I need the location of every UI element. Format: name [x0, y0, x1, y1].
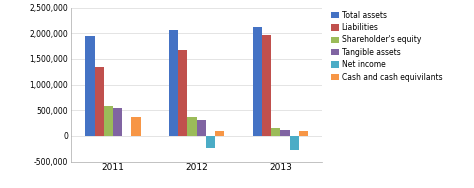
Bar: [178, 50, 188, 136]
Bar: [131, 117, 141, 136]
Bar: [85, 36, 94, 136]
Bar: [215, 131, 224, 136]
Legend: Total assets, Liabilities, Shareholder's equity, Tangible assets, Net income, Ca: Total assets, Liabilities, Shareholder's…: [328, 8, 445, 84]
Bar: [290, 136, 299, 150]
Bar: [104, 106, 113, 136]
Bar: [281, 130, 290, 136]
Bar: [188, 118, 197, 136]
Bar: [197, 120, 206, 136]
Bar: [169, 30, 178, 136]
Bar: [271, 128, 281, 136]
Bar: [94, 67, 104, 136]
Bar: [253, 27, 262, 136]
Bar: [206, 136, 215, 148]
Bar: [262, 35, 271, 136]
Bar: [299, 131, 308, 136]
Bar: [113, 108, 122, 136]
